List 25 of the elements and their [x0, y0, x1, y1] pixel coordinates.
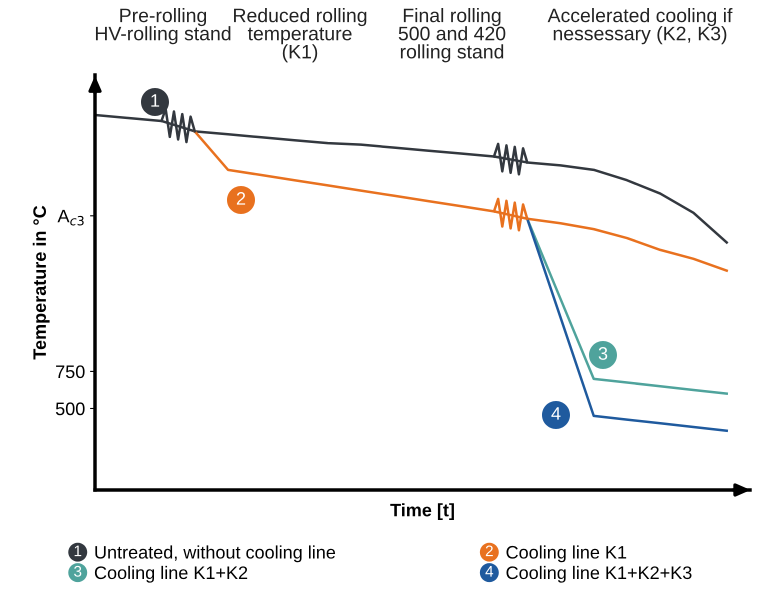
text: 1 — [74, 546, 82, 556]
annotation: 4 — [551, 407, 560, 420]
legend-label: Untreated, without cooling line — [95, 545, 336, 562]
legend-label: Cooling line K1+K2+K3 — [506, 566, 692, 583]
annotation: 1 — [151, 94, 160, 107]
text: Accelerated cooling if nessessary (K2, K3) — [548, 8, 732, 44]
text: Final rolling 500 and 420 rolling stand — [398, 8, 506, 62]
y-tick-label: 500 — [56, 402, 85, 416]
text: 2 — [486, 545, 493, 556]
annotation: 3 — [598, 347, 608, 360]
text: 3 — [74, 566, 82, 577]
legend-label: Cooling line K1 — [506, 545, 626, 562]
text: Reduced rolling temperature (K1) — [234, 8, 366, 62]
line-series — [95, 114, 728, 244]
x-axis-title: Time [t] — [390, 503, 454, 520]
text: Pre-rolling HV-rolling stand — [96, 8, 230, 44]
y-tick-label: 750 — [56, 365, 85, 378]
line-series — [193, 130, 728, 272]
text: 4 — [485, 566, 494, 577]
line-series — [526, 218, 728, 432]
y-tick-label: A$_{c3}$ — [58, 210, 84, 226]
y-axis-title: Temperature in °C — [32, 206, 50, 360]
legend-label: Cooling line K1+K2 — [94, 566, 248, 583]
line-series — [526, 218, 728, 395]
annotation: 2 — [236, 192, 246, 205]
